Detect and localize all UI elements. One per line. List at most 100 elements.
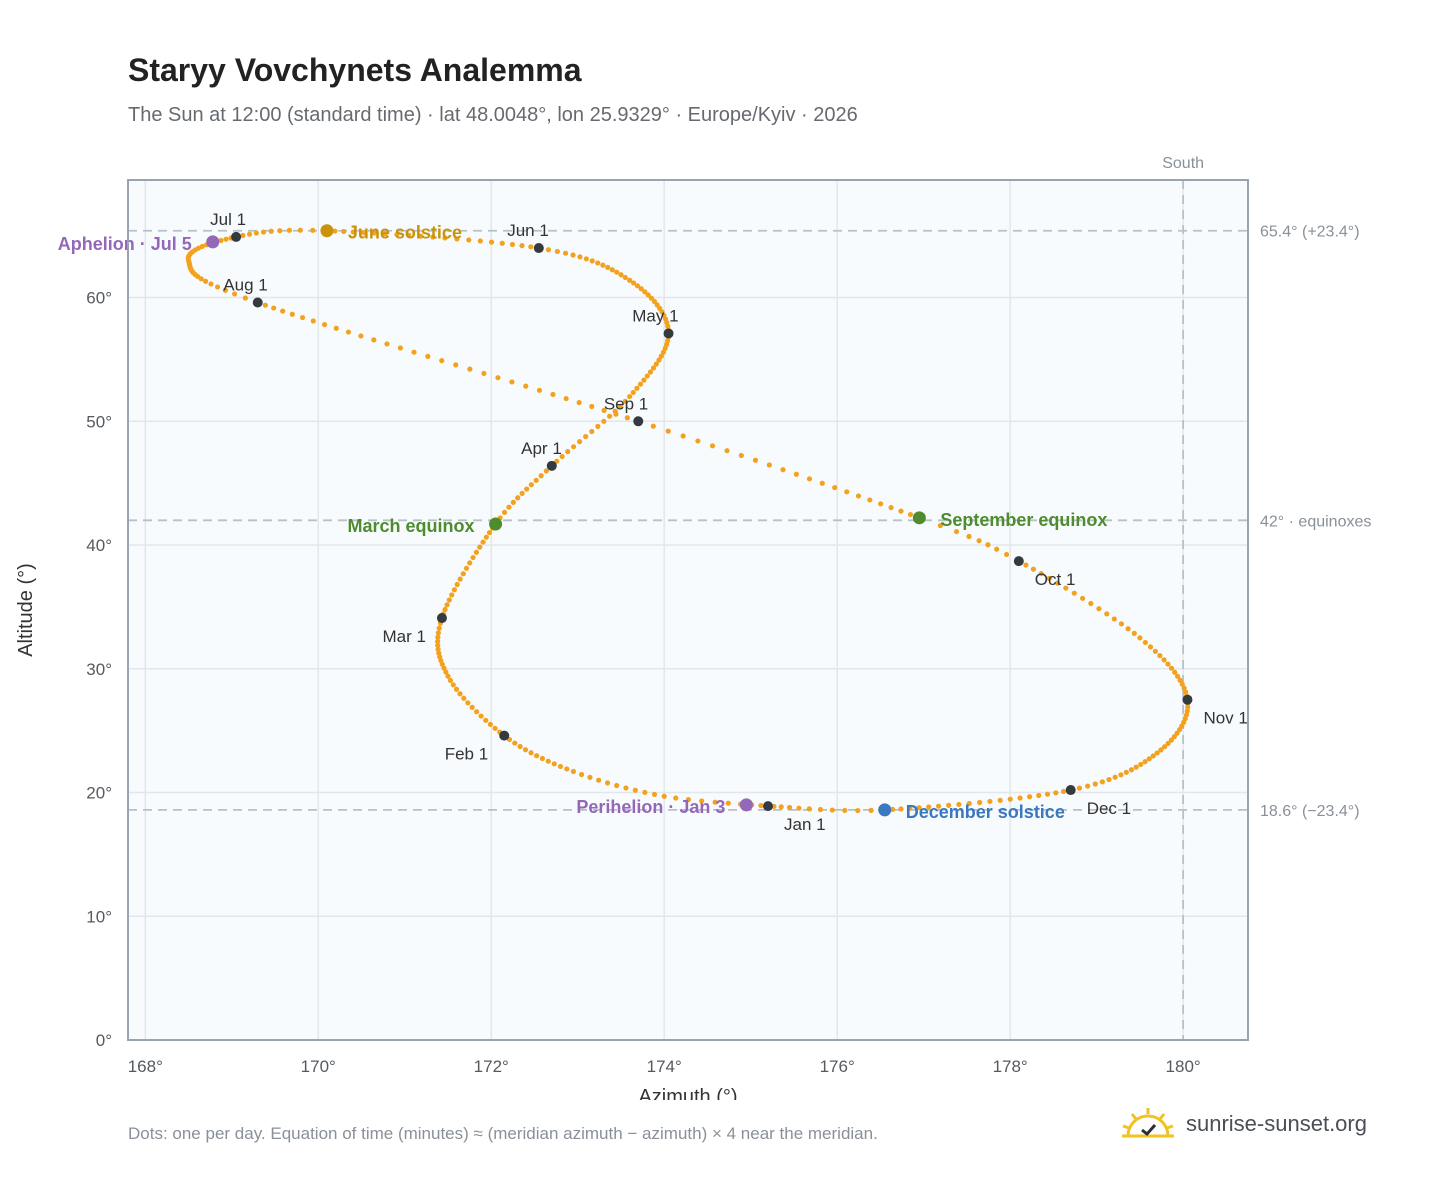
daily-dot (394, 231, 400, 238)
daily-dot (218, 237, 224, 244)
daily-dot (232, 291, 238, 297)
daily-dot (1118, 621, 1125, 627)
reference-line-label: 65.4° (+23.4°) (1260, 224, 1360, 241)
month-label: Jan 1 (784, 815, 826, 834)
daily-dot (1003, 551, 1010, 558)
daily-dot (545, 758, 551, 764)
daily-dot (430, 234, 436, 240)
daily-dot (642, 289, 648, 295)
daily-dot (1023, 562, 1029, 568)
daily-dot (1133, 764, 1139, 770)
daily-dot (435, 642, 441, 649)
event-marker (739, 798, 753, 812)
daily-dot (439, 358, 445, 364)
daily-dot (1168, 665, 1175, 671)
daily-dot (1112, 774, 1118, 780)
daily-dot (867, 497, 873, 503)
daily-dot (253, 230, 259, 236)
month-label: Feb 1 (445, 745, 488, 764)
daily-dot (953, 528, 960, 535)
month-label: Oct 1 (1035, 570, 1076, 589)
daily-dot (622, 274, 628, 281)
daily-dot (480, 539, 486, 545)
brand[interactable]: sunrise-sunset.org (1120, 1100, 1367, 1148)
daily-dot (345, 329, 352, 335)
y-tick-label: 50° (86, 412, 112, 431)
daily-dot (1131, 630, 1137, 636)
daily-dot (752, 457, 759, 463)
daily-dot (1071, 590, 1077, 596)
daily-dot (454, 581, 460, 588)
daily-dot (406, 232, 412, 238)
daily-dot (512, 740, 518, 746)
daily-dot (656, 357, 662, 363)
month-marker (231, 231, 242, 242)
daily-dot (1177, 677, 1183, 683)
daily-dot (642, 789, 648, 796)
daily-dot (1142, 759, 1148, 765)
event-marker (206, 235, 220, 249)
y-tick-label: 0° (96, 1031, 112, 1050)
month-label: Mar 1 (382, 627, 425, 646)
south-label: South (1162, 155, 1204, 172)
daily-dot (371, 230, 377, 236)
daily-dot (709, 443, 716, 449)
daily-dot (1092, 781, 1098, 787)
daily-dot (935, 803, 942, 809)
daily-dot (1053, 790, 1059, 796)
daily-dot (1104, 611, 1110, 617)
daily-dot (564, 766, 570, 772)
daily-dot (661, 793, 667, 799)
daily-dot (780, 467, 786, 473)
daily-dot (966, 533, 972, 540)
daily-dot (1174, 730, 1180, 736)
daily-dot (650, 423, 656, 429)
month-label: Sep 1 (604, 394, 648, 413)
daily-dot (1138, 761, 1144, 768)
daily-dot (341, 228, 347, 235)
daily-dot (583, 256, 589, 262)
footnote: Dots: one per day. Equation of time (min… (128, 1124, 878, 1143)
daily-dot (360, 229, 367, 236)
daily-dot (1079, 595, 1086, 601)
reference-line-label: 18.6° (−23.4°) (1260, 803, 1360, 820)
daily-dot (473, 549, 480, 555)
month-marker (663, 328, 674, 339)
daily-dot (946, 802, 952, 808)
daily-dot (634, 385, 640, 391)
daily-dot (477, 238, 483, 244)
daily-dot (358, 333, 364, 339)
daily-dot (627, 277, 633, 283)
x-tick-label: 170° (301, 1057, 336, 1076)
daily-dot (817, 806, 824, 813)
daily-dot (1165, 661, 1171, 667)
daily-dot (524, 486, 530, 492)
month-marker (499, 730, 510, 741)
daily-dot (446, 597, 452, 603)
daily-dot (198, 276, 204, 282)
daily-dot (260, 229, 267, 235)
daily-dot (1026, 794, 1033, 800)
x-tick-label: 168° (128, 1057, 163, 1076)
daily-dot (451, 587, 457, 593)
analemma-path (185, 227, 1191, 814)
daily-dot (641, 377, 647, 383)
daily-dot (637, 381, 644, 387)
daily-dot (1044, 791, 1051, 797)
x-tick-label: 178° (993, 1057, 1028, 1076)
month-marker (763, 801, 773, 812)
daily-dot (483, 534, 489, 540)
daily-dot (576, 399, 582, 406)
daily-dot (465, 700, 471, 706)
daily-dot (436, 625, 442, 631)
daily-dot (223, 236, 229, 242)
daily-dot (534, 753, 540, 759)
daily-dot (1154, 750, 1160, 756)
daily-dot (997, 797, 1003, 803)
plot-background (128, 180, 1248, 1040)
daily-dot (1123, 769, 1129, 775)
daily-dot (488, 239, 495, 245)
daily-dot (483, 717, 489, 723)
daily-dot (898, 806, 904, 812)
daily-dot (987, 798, 993, 805)
